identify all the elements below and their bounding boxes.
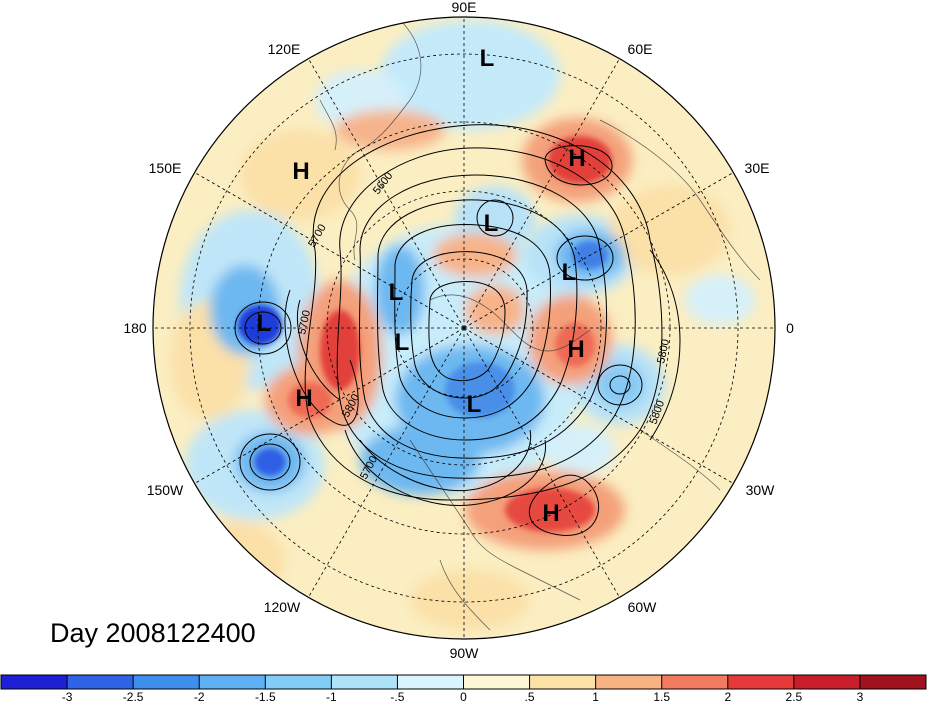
meridian-line [308, 58, 465, 329]
colorbar-swatch [1, 675, 68, 689]
meridian-line [463, 172, 734, 329]
meridian-line [308, 327, 465, 598]
lon-label-120w: 120W [264, 599, 301, 615]
lon-label-90e: 90E [452, 0, 477, 15]
pressure-center-high-north-atlantic: H [567, 336, 584, 363]
pressure-center-low-scandinavia: L [562, 259, 577, 286]
meridian-line [463, 327, 734, 484]
anomaly-field [153, 17, 775, 639]
colorbar-swatch [661, 675, 729, 689]
contour-label-5700-left: 5700 [296, 309, 313, 335]
lon-label-180: 180 [123, 320, 147, 336]
colorbar-tick-label: -2.5 [123, 690, 144, 702]
pressure-center-low-bering: L [257, 310, 272, 337]
colorbar-swatch [529, 675, 597, 689]
colorbar-tick-label: 0 [460, 690, 467, 702]
colorbar-swatch [793, 675, 861, 689]
colorbar-tick-label: -2 [194, 690, 205, 702]
pressure-center-high-northwest-pacific: H [292, 158, 309, 185]
colorbar: -3 -2.5 -2 -1.5 -1 -.5 0 .5 1 1.5 2 2.5 3 [0, 674, 927, 702]
colorbar-swatch [265, 675, 332, 689]
pressure-centers: L H H L L L L L L H H H [257, 45, 586, 527]
colorbar-tick-label: -.5 [390, 690, 404, 702]
lon-label-30w: 30W [746, 482, 776, 498]
colorbar-swatch [67, 675, 134, 689]
pressure-center-low-aleutian: L [395, 329, 410, 356]
colorbar-tick-label: 1.5 [653, 690, 670, 702]
colorbar-tick-label: 1 [592, 690, 599, 702]
colorbar-tick-label: -1.5 [255, 690, 276, 702]
pressure-center-high-gulf-of-alaska: H [295, 385, 312, 412]
meridians [153, 17, 775, 639]
pressure-center-high-atlantic-subtropical: H [542, 500, 559, 527]
lon-label-90w: 90W [450, 645, 480, 661]
coastlines [319, 19, 761, 631]
lon-label-150w: 150W [147, 482, 184, 498]
colorbar-swatch [595, 675, 663, 689]
pressure-center-low-north-siberia: L [480, 45, 495, 72]
meridian-line [463, 327, 620, 598]
pressure-center-low-alaska-upper: L [389, 279, 404, 306]
colorbar-tick-label: -3 [62, 690, 73, 702]
colorbar-swatch [133, 675, 200, 689]
colorbar-swatch [859, 675, 927, 689]
lon-label-60w: 60W [628, 599, 658, 615]
lon-label-60e: 60E [628, 41, 653, 57]
contour-label-5800-right: 5800 [655, 338, 672, 364]
lon-label-0: 0 [786, 320, 794, 336]
colorbar-swatch [331, 675, 398, 689]
pressure-center-low-canada-arctic: L [467, 391, 482, 418]
pressure-center-high-western-russia: H [568, 145, 585, 172]
colorbar-tick-label: .5 [525, 690, 535, 702]
colorbar-swatch [199, 675, 266, 689]
longitude-labels: 90E 120E 60E 150E 30E 180 0 150W 30W 120… [123, 0, 794, 661]
lon-label-120e: 120E [268, 41, 301, 57]
meridian-line [194, 327, 465, 484]
map-border [152, 16, 776, 640]
meridian-line [463, 58, 620, 329]
colorbar-tick-label: 2.5 [786, 690, 803, 702]
colorbar-tick-label: -1 [326, 690, 337, 702]
lon-label-30e: 30E [745, 160, 770, 176]
meridian-line [194, 172, 465, 329]
date-title: Day 2008122400 [50, 618, 256, 648]
pressure-center-low-arctic-center: L [484, 210, 499, 237]
lon-label-150e: 150E [149, 160, 182, 176]
colorbar-tick-label: 3 [857, 690, 864, 702]
colorbar-tick-label: 2 [724, 690, 731, 702]
colorbar-swatch [397, 675, 464, 689]
colorbar-swatch [463, 675, 531, 689]
colorbar-swatch [727, 675, 795, 689]
